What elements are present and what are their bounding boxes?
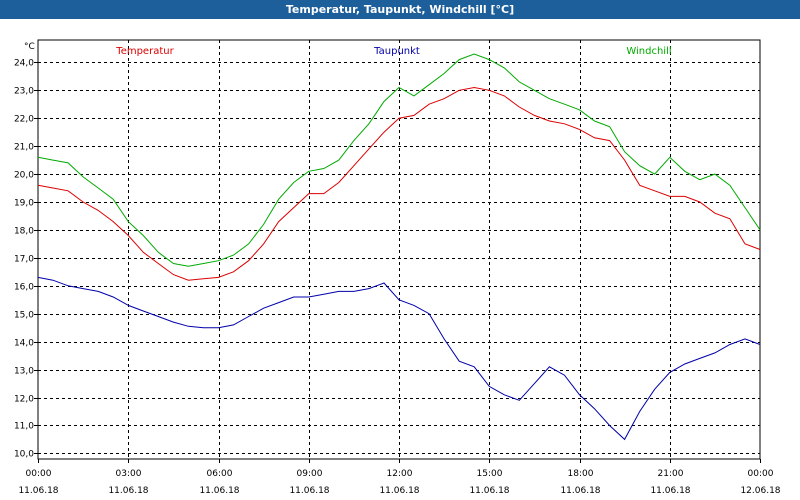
series-line-windchill xyxy=(37,53,761,267)
y-tick-label: 22,0 xyxy=(14,115,34,125)
y-tick-label: 19,0 xyxy=(14,199,34,209)
legend-taupunkt: Taupunkt xyxy=(373,46,420,57)
y-tick-label: 23,0 xyxy=(14,87,34,97)
x-tick-date: 11.06.18 xyxy=(289,486,329,496)
y-tick-label: 24,0 xyxy=(14,59,34,69)
y-tick-label: 15,0 xyxy=(14,311,34,321)
x-tick-time: 03:00 xyxy=(116,469,142,479)
y-tick-label: 13,0 xyxy=(14,367,34,377)
x-tick-date: 11.06.18 xyxy=(469,486,509,496)
y-tick-label: 11,0 xyxy=(14,422,34,432)
y-axis: °C 10,0 11,0 12,0 13,0 14,0 15,0 16,0 17,0 18,0 1… xyxy=(14,42,38,460)
legend-windchill: Windchill xyxy=(626,46,671,57)
y-tick-label: 14,0 xyxy=(14,339,34,349)
series-line-taupunkt xyxy=(37,276,761,441)
grid-lines xyxy=(38,40,760,459)
x-tick-date: 11.06.18 xyxy=(379,486,419,496)
x-tick-time: 06:00 xyxy=(207,469,233,479)
chart-title: Temperatur, Taupunkt, Windchill [°C] xyxy=(285,3,515,16)
y-axis-unit: °C xyxy=(24,42,35,52)
x-axis: 00:00 11.06.18 03:00 11.06.18 06:00 11.06.18 0… xyxy=(18,459,781,496)
x-tick-time: 21:00 xyxy=(658,469,684,479)
x-tick-date: 12.06.18 xyxy=(740,486,780,496)
y-tick-label: 21,0 xyxy=(14,143,34,153)
x-tick-date: 11.06.18 xyxy=(560,486,600,496)
y-tick-label: 10,0 xyxy=(14,450,34,460)
x-tick-date: 11.06.18 xyxy=(108,486,148,496)
legend-temperatur: Temperatur xyxy=(115,46,174,57)
x-tick-date: 11.06.18 xyxy=(18,486,58,496)
series-line-temperatur xyxy=(37,86,761,281)
y-tick-label: 20,0 xyxy=(14,171,34,181)
x-tick-time: 00:00 xyxy=(748,469,774,479)
y-tick-label: 12,0 xyxy=(14,395,34,405)
x-tick-date: 11.06.18 xyxy=(650,486,690,496)
chart-title-bar: Temperatur, Taupunkt, Windchill [°C] xyxy=(0,0,800,19)
legend: Temperatur Taupunkt Windchill xyxy=(115,46,671,57)
y-tick-label: 16,0 xyxy=(14,283,34,293)
y-tick-label: 17,0 xyxy=(14,255,34,265)
y-tick-label: 18,0 xyxy=(14,227,34,237)
series-lines xyxy=(37,53,761,441)
x-tick-time: 00:00 xyxy=(26,469,52,479)
x-tick-date: 11.06.18 xyxy=(199,486,239,496)
x-tick-time: 15:00 xyxy=(477,469,503,479)
x-tick-time: 09:00 xyxy=(297,469,323,479)
x-tick-time: 18:00 xyxy=(568,469,594,479)
x-tick-time: 12:00 xyxy=(387,469,413,479)
